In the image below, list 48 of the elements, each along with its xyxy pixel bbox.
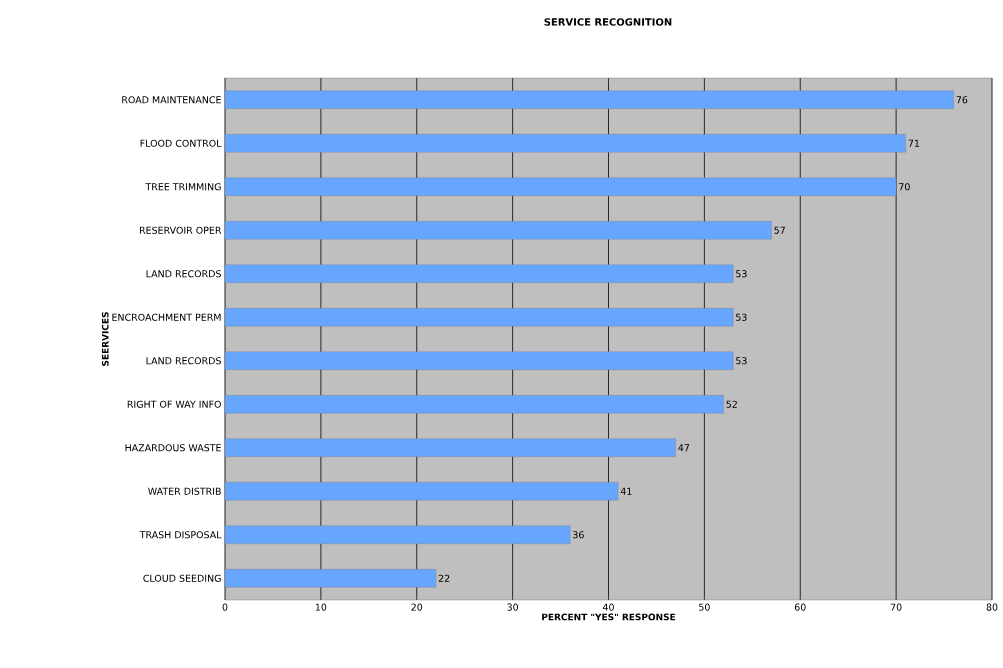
bar: [224, 134, 906, 153]
data-label: 57: [774, 226, 785, 234]
y-tick-label: WATER DISTRIB: [148, 487, 221, 495]
data-label: 47: [678, 444, 690, 452]
bar: [224, 569, 437, 588]
data-label: 52: [726, 400, 737, 408]
x-tick-label: 30: [507, 603, 519, 611]
bar: [224, 395, 724, 414]
bar: [224, 438, 676, 457]
data-label: 53: [736, 357, 747, 365]
y-tick-label: LAND RECORDS: [146, 357, 221, 365]
bar: [224, 351, 734, 370]
data-label: 53: [736, 313, 747, 321]
x-tick-label: 80: [986, 603, 998, 611]
x-tick-label: 70: [890, 603, 902, 611]
y-tick-label: HAZARDOUS WASTE: [125, 444, 221, 452]
bar: [224, 482, 619, 501]
chart-title: SERVICE RECOGNITION: [544, 18, 672, 26]
y-tick-label: ENCROACHMENT PERM: [112, 313, 221, 321]
bar: [224, 264, 734, 283]
data-label: 36: [573, 531, 584, 539]
bar: [224, 90, 954, 109]
y-tick-label: LAND RECORDS: [146, 270, 221, 278]
y-tick-label: TREE TRIMMING: [145, 183, 221, 191]
bar: [224, 308, 734, 327]
y-tick-label: RESERVOIR OPER: [139, 226, 222, 234]
y-tick-label: ROAD MAINTENANCE: [122, 96, 221, 104]
y-tick-label: CLOUD SEEDING: [143, 574, 221, 582]
x-tick-label: 60: [794, 603, 806, 611]
data-label: 41: [620, 487, 632, 495]
y-axis-title: SEERVICES: [101, 312, 109, 366]
y-tick-label: RIGHT OF WAY INFO: [127, 400, 221, 408]
bar: [224, 525, 571, 544]
bar: [224, 177, 897, 196]
x-tick-label: 20: [411, 603, 423, 611]
bar: [224, 221, 772, 240]
x-tick-label: 40: [602, 603, 614, 611]
data-label: 53: [736, 270, 747, 278]
x-tick-label: 10: [315, 603, 327, 611]
data-label: 71: [908, 139, 920, 147]
x-axis-title: PERCENT "YES" RESPONSE: [542, 613, 676, 621]
y-tick-label: FLOOD CONTROL: [140, 139, 222, 147]
data-label: 76: [956, 96, 968, 104]
data-label: 70: [899, 183, 910, 191]
x-tick-label: 0: [222, 603, 228, 611]
y-tick-label: TRASH DISPOSAL: [139, 531, 222, 539]
x-tick-label: 50: [699, 603, 710, 611]
data-label: 22: [438, 574, 450, 582]
